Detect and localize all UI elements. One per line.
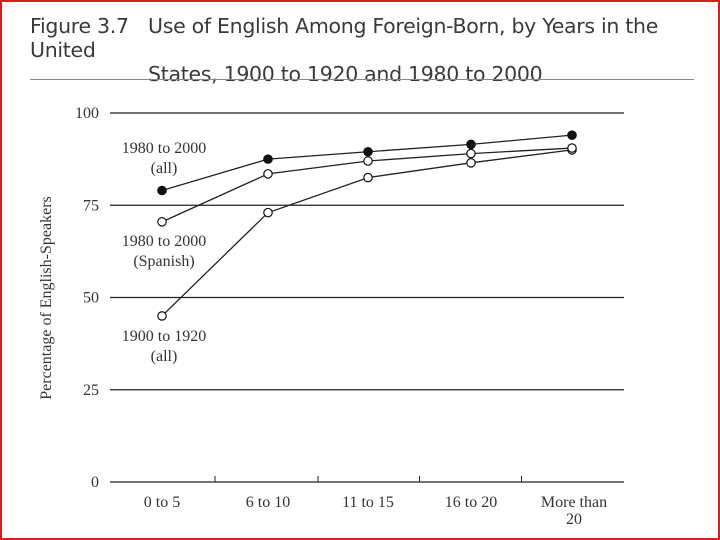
y-tick-label-25: 25 [83, 382, 99, 399]
x-tick-label-3: 11 to 15 [342, 494, 394, 511]
y-tick-label-100: 100 [75, 105, 99, 122]
series-2-point-4 [466, 148, 476, 159]
series-3-point-4 [466, 158, 476, 168]
series-2-point-5 [567, 143, 577, 153]
title-line-2: States, 1900 to 1920 and 1980 to 2000 [148, 62, 543, 86]
x-tick-label-1: 0 to 5 [144, 494, 180, 511]
series-label-2-line-1: 1980 to 2000 [122, 233, 206, 250]
series-3-point-2 [263, 207, 273, 218]
series-2-point-3 [363, 156, 373, 166]
title-line-1: Use of English Among Foreign-Born, by Ye… [30, 14, 659, 62]
series-label-2-line-2: (Spanish) [133, 253, 194, 270]
y-tick-label-0: 0 [91, 474, 99, 491]
x-tick-label-5-line-2: 20 [566, 511, 582, 528]
series-label-3-line-2: (all) [151, 348, 178, 365]
series-1-point-1 [157, 185, 167, 196]
y-axis-label: Percentage of English-Speakers [38, 196, 55, 399]
x-tick-label-2: 6 to 10 [246, 494, 290, 511]
title-divider [30, 79, 694, 80]
series-3-point-1 [157, 311, 167, 321]
y-tick-label-75: 75 [83, 197, 99, 214]
series-3-point-3 [363, 172, 373, 183]
series-label-3-line-1: 1900 to 1920 [122, 328, 206, 345]
y-tick-label-50: 50 [83, 290, 99, 307]
series-1-point-4 [466, 139, 476, 150]
x-tick-label-5-line-1: More than [541, 494, 607, 511]
x-tick-label-4: 16 to 20 [445, 494, 497, 511]
series-label-1-line-1: 1980 to 2000 [122, 140, 206, 157]
series-1-point-5 [567, 130, 577, 140]
series-label-1-line-2: (all) [151, 160, 178, 177]
series-1-point-3 [363, 146, 373, 157]
series-2-point-1 [157, 217, 167, 227]
figure-label: Figure 3.7 [30, 14, 129, 38]
series-1-point-2 [263, 154, 273, 164]
figure-title: Figure 3.7 Use of English Among Foreign-B… [30, 14, 710, 86]
series-2-point-2 [263, 169, 273, 179]
